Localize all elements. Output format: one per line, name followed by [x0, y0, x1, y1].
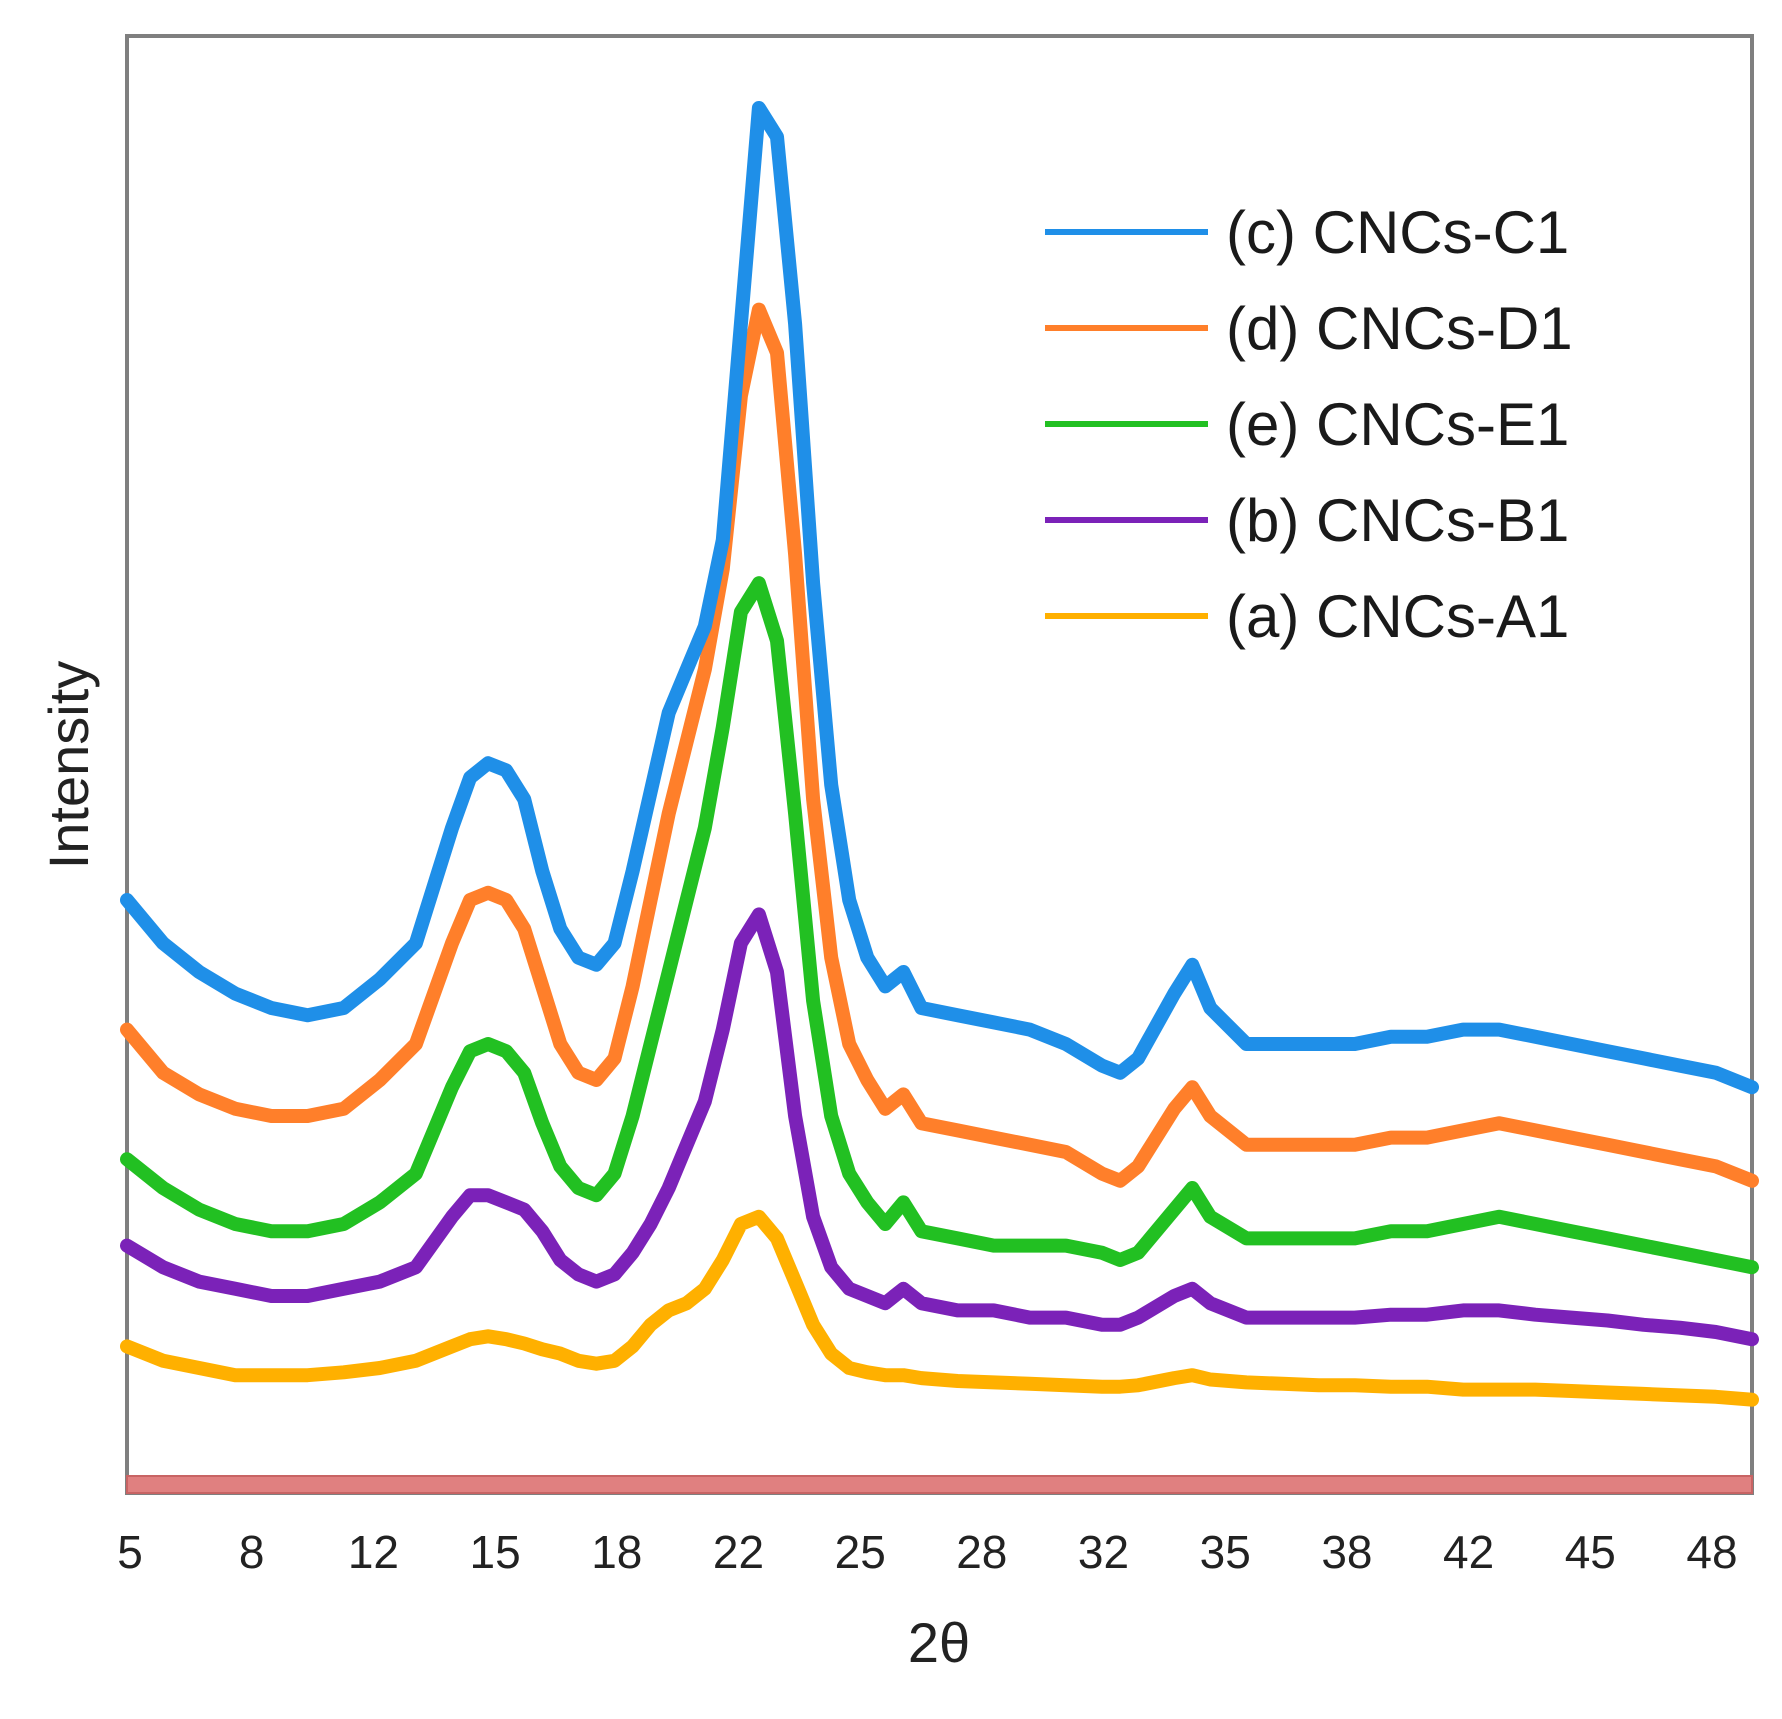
- legend-label-d-cncs-d1: (d) CNCs-D1: [1226, 295, 1573, 362]
- series-line-e-cncs-e1: [120, 576, 1759, 1275]
- x-tick-label: 22: [713, 1526, 764, 1578]
- x-tick-label: 25: [835, 1526, 886, 1578]
- legend-label-a-cncs-a1: (a) CNCs-A1: [1226, 583, 1569, 650]
- legend-label-b-cncs-b1: (b) CNCs-B1: [1226, 487, 1569, 554]
- x-tick-label: 28: [956, 1526, 1007, 1578]
- x-tick-label: 18: [591, 1526, 642, 1578]
- x-tick-label: 12: [348, 1526, 399, 1578]
- x-baseline: [126, 1475, 1753, 1494]
- series-line-b-cncs-b1: [120, 907, 1759, 1347]
- legend-label-e-cncs-e1: (e) CNCs-E1: [1226, 391, 1569, 458]
- series-line-d-cncs-d1: [120, 302, 1759, 1188]
- y-axis-title: Intensity: [37, 661, 100, 870]
- x-tick-label: 42: [1443, 1526, 1494, 1578]
- x-tick-label: 48: [1686, 1526, 1737, 1578]
- legend: (c) CNCs-C1 (d) CNCs-D1 (e) CNCs-E1 (b) CNC…: [1045, 199, 1573, 650]
- x-tick-label: 15: [470, 1526, 521, 1578]
- x-axis-title: 2θ: [908, 1611, 970, 1674]
- x-tick-label: 45: [1565, 1526, 1616, 1578]
- series-line-a-cncs-a1: [120, 1209, 1759, 1407]
- x-tick-label: 8: [239, 1526, 265, 1578]
- series-line-c-cncs-c1: [120, 101, 1759, 1095]
- x-tick-label: 38: [1321, 1526, 1372, 1578]
- legend-label-c-cncs-c1: (c) CNCs-C1: [1226, 199, 1569, 266]
- x-tick-label: 5: [117, 1526, 143, 1578]
- series-layer: [120, 101, 1759, 1407]
- x-tick-label: 35: [1200, 1526, 1251, 1578]
- x-tick-label: 32: [1078, 1526, 1129, 1578]
- x-tick-labels: 5 8 12 15 18 22 25 28 32 35 38 42 45 48: [117, 1526, 1737, 1578]
